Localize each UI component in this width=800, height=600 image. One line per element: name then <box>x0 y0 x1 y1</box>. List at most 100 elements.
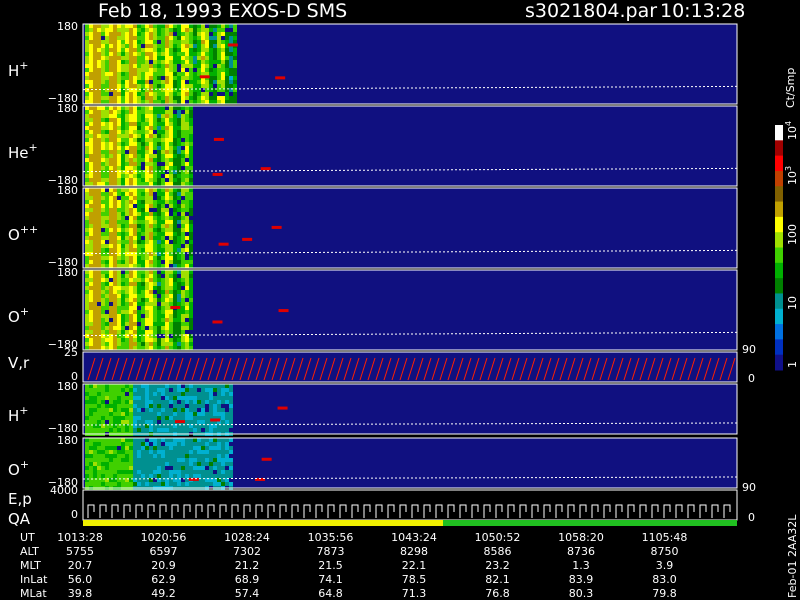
spectrogram-cell <box>125 404 129 408</box>
row-label: InLat <box>20 573 48 586</box>
spectrogram-cell <box>161 282 165 286</box>
spectrogram-cell <box>129 424 133 428</box>
spectrogram-cell <box>165 154 169 158</box>
spectrogram-cell <box>97 200 101 204</box>
spectrogram-cell <box>212 320 223 324</box>
spectrogram-cell <box>145 142 149 146</box>
spectrogram-cell <box>229 88 233 92</box>
spectrogram-cell <box>97 248 101 252</box>
spectrogram-cell <box>85 56 89 60</box>
spectrogram-cell <box>193 458 197 462</box>
spectrogram-cell <box>213 416 217 420</box>
spectrogram-cell <box>113 220 117 224</box>
spectrogram-cell <box>173 388 177 392</box>
spectrogram-cell <box>205 446 209 450</box>
spectrogram-cell <box>165 24 169 28</box>
spectrogram-cell <box>133 424 137 428</box>
spectrogram-cell <box>105 232 109 236</box>
spectrogram-cell <box>97 424 101 428</box>
spectrogram-cell <box>137 346 141 350</box>
spectrogram-cell <box>173 438 177 442</box>
spectrogram-cell <box>97 454 101 458</box>
spectrogram-cell <box>121 428 125 432</box>
spectrogram-cell <box>153 302 157 306</box>
spectrogram-cell <box>85 294 89 298</box>
spectrogram-cell <box>89 92 93 96</box>
spectrogram-cell <box>117 252 121 256</box>
spectrogram-cell <box>185 458 189 462</box>
spectrogram-cell <box>161 466 165 470</box>
spectrogram-cell <box>137 384 141 388</box>
spectrogram-cell <box>173 470 177 474</box>
spectrogram-cell <box>193 84 197 88</box>
spectrogram-cell <box>185 52 189 56</box>
cell: 79.8 <box>652 587 677 600</box>
spectrogram-cell <box>153 408 157 412</box>
spectrogram-cell <box>177 204 181 208</box>
vr-trace <box>231 357 240 381</box>
y-tick-bottom: −180 <box>48 422 78 435</box>
spectrogram-cell <box>145 32 149 36</box>
spectrogram-cell <box>165 28 169 32</box>
spectrogram-cell <box>193 56 197 60</box>
spectrogram-cell <box>149 110 153 114</box>
spectrogram-cell <box>213 474 217 478</box>
ep-trace <box>711 504 719 518</box>
spectrogram-cell <box>145 162 149 166</box>
spectrogram-cell <box>137 424 141 428</box>
spectrogram-cell <box>181 264 185 268</box>
spectrogram-cell <box>149 298 153 302</box>
spectrogram-cell <box>93 138 97 142</box>
spectrogram-cell <box>161 416 165 420</box>
spectrogram-cell <box>137 454 141 458</box>
spectrogram-cell <box>93 40 97 44</box>
spectrogram-cell <box>109 100 113 104</box>
panel-label: E,p <box>8 490 32 508</box>
spectrogram-cell <box>129 260 133 264</box>
spectrogram-cell <box>185 216 189 220</box>
spectrogram-cell <box>121 260 125 264</box>
spectrogram-cell <box>165 150 169 154</box>
spectrogram-cell <box>129 68 133 72</box>
spectrogram-cell <box>101 28 105 32</box>
spectrogram-cell <box>125 462 129 466</box>
spectrogram-cell <box>157 470 161 474</box>
spectrogram-cell <box>141 40 145 44</box>
spectrogram-cell <box>141 52 145 56</box>
spectrogram-cell <box>181 318 185 322</box>
spectrogram-cell <box>177 178 181 182</box>
spectrogram-cell <box>189 106 193 110</box>
spectrogram-cell <box>89 76 93 80</box>
ep-trace <box>195 504 203 518</box>
spectrogram-cell <box>233 72 237 76</box>
spectrogram-cell <box>137 428 141 432</box>
spectrogram-cell <box>109 170 113 174</box>
spectrogram-cell <box>109 192 113 196</box>
spectrogram-cell <box>89 454 93 458</box>
spectrogram-cell <box>93 278 97 282</box>
row-label: MLT <box>20 559 41 572</box>
spectrogram-cell <box>173 248 177 252</box>
spectrogram-cell <box>161 220 165 224</box>
spectrogram-cell <box>157 298 161 302</box>
spectrogram-cell <box>205 44 209 48</box>
spectrogram-cell <box>161 72 165 76</box>
ion-name: O <box>8 226 20 244</box>
spectrogram-cell <box>157 224 161 228</box>
spectrogram-cell <box>157 232 161 236</box>
spectrogram-cell <box>129 88 133 92</box>
ion-name: O <box>8 461 20 479</box>
spectrogram-cell <box>189 24 193 28</box>
spectrogram-cell <box>93 260 97 264</box>
spectrogram-cell <box>145 240 149 244</box>
spectrogram-cell <box>121 100 125 104</box>
y-tick-top: 180 <box>57 266 78 279</box>
spectrogram-cell <box>165 416 169 420</box>
spectrogram-cell <box>161 450 165 454</box>
spectrogram-cell <box>173 462 177 466</box>
spectrogram-cell <box>173 256 177 260</box>
spectrogram-cell <box>137 232 141 236</box>
spectrogram-cell <box>157 318 161 322</box>
spectrogram-cell <box>93 314 97 318</box>
spectrogram-cell <box>85 96 89 100</box>
